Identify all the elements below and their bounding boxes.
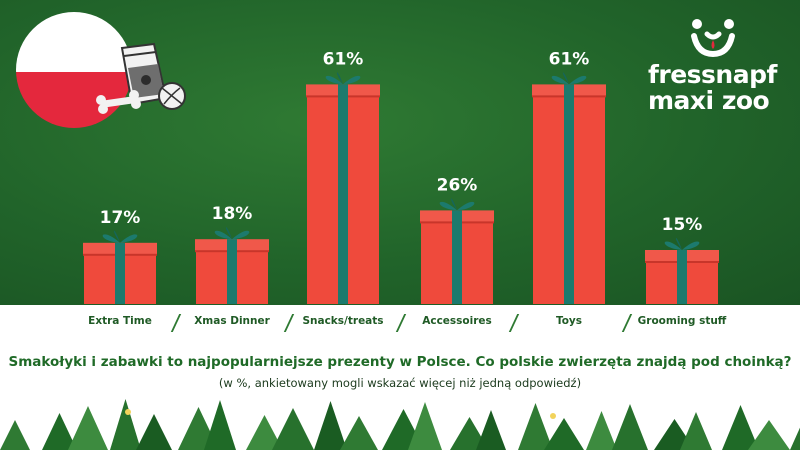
- tree-icon: [544, 418, 584, 450]
- bar-5: [532, 72, 606, 305]
- category-label: Accessoires: [422, 315, 492, 327]
- chart-title: Smakołyki i zabawki to najpopularniejsze…: [8, 354, 792, 370]
- gift-bow-center: [336, 72, 343, 85]
- bar-chart: 17% 18% 61% 26% 61% 15%: [83, 49, 719, 305]
- tree-icon: [748, 420, 790, 450]
- christmas-trees-decoration: [0, 399, 800, 450]
- tree-icon: [246, 415, 283, 450]
- tree-icon: [68, 406, 108, 450]
- tree-icon: [314, 401, 347, 450]
- brand-line-2: maxi zoo: [648, 86, 770, 115]
- value-label: 15%: [662, 215, 703, 235]
- gift-ribbon: [452, 210, 462, 304]
- gift-bow-left: [664, 241, 682, 250]
- tree-icon: [204, 400, 236, 450]
- value-label: 61%: [323, 49, 364, 69]
- category-label: Toys: [555, 315, 583, 327]
- gift-bow-left: [102, 234, 120, 243]
- gift-bow-left: [551, 75, 569, 85]
- category-label-strip: [0, 305, 800, 343]
- tree-icon: [110, 399, 141, 450]
- gift-bow-right: [569, 75, 587, 85]
- poland-flag-icon: [16, 12, 186, 128]
- gift-bow-center: [562, 72, 569, 85]
- gift-bow-center: [450, 198, 457, 211]
- value-label: 18%: [212, 204, 253, 224]
- chart-subtitle: (w %, ankietowany mogli wskazać więcej n…: [218, 376, 582, 390]
- value-label: 26%: [437, 175, 478, 195]
- tree-star-icon: [550, 413, 556, 419]
- gift-bow-left: [439, 201, 457, 211]
- tree-icon: [340, 416, 378, 450]
- gift-bow-right: [457, 201, 475, 211]
- tree-icon: [680, 412, 712, 450]
- gift-ribbon: [227, 239, 237, 304]
- bone-icon: [96, 90, 141, 114]
- gift-bow-right: [343, 75, 361, 85]
- gift-bow-right: [232, 230, 250, 240]
- ball-icon: [158, 82, 186, 110]
- brand-line-1: fressnapf: [648, 60, 777, 89]
- gift-ribbon: [115, 242, 125, 304]
- gift-bow-left: [325, 75, 343, 85]
- gift-ribbon: [564, 84, 574, 305]
- tree-icon: [612, 404, 648, 450]
- gift-bow-right: [682, 241, 700, 250]
- category-label: Grooming stuff: [637, 315, 727, 327]
- bar-2: [195, 227, 269, 304]
- bar-1: [83, 230, 157, 304]
- tree-icon: [586, 411, 617, 450]
- gift-bow-left: [214, 230, 232, 240]
- gift-bow-center: [225, 227, 232, 240]
- bar-6: [645, 237, 719, 304]
- category-label: Extra Time: [88, 315, 152, 327]
- tree-icon: [0, 420, 30, 450]
- bar-4: [420, 198, 494, 304]
- tree-icon: [476, 410, 506, 450]
- gift-ribbon: [677, 250, 687, 304]
- tree-icon: [722, 405, 759, 450]
- gift-ribbon: [338, 84, 348, 305]
- gift-bow-center: [675, 237, 682, 250]
- category-label: Xmas Dinner: [194, 315, 270, 327]
- value-label: 61%: [549, 49, 590, 69]
- tree-icon: [136, 414, 172, 450]
- brand-name: fressnapf maxi zoo: [648, 62, 777, 114]
- value-label: 17%: [100, 208, 141, 228]
- tree-icon: [272, 408, 314, 450]
- gift-bow-center: [113, 230, 120, 243]
- tree-star-icon: [125, 409, 131, 415]
- tree-icon: [42, 413, 77, 450]
- fressnapf-logo-icon: [691, 19, 735, 58]
- gift-bow-right: [120, 234, 138, 243]
- tree-icon: [518, 403, 553, 450]
- tree-icon: [790, 427, 800, 450]
- tree-icon: [408, 402, 442, 450]
- bar-3: [306, 72, 380, 305]
- category-label: Snacks/treats: [302, 315, 384, 327]
